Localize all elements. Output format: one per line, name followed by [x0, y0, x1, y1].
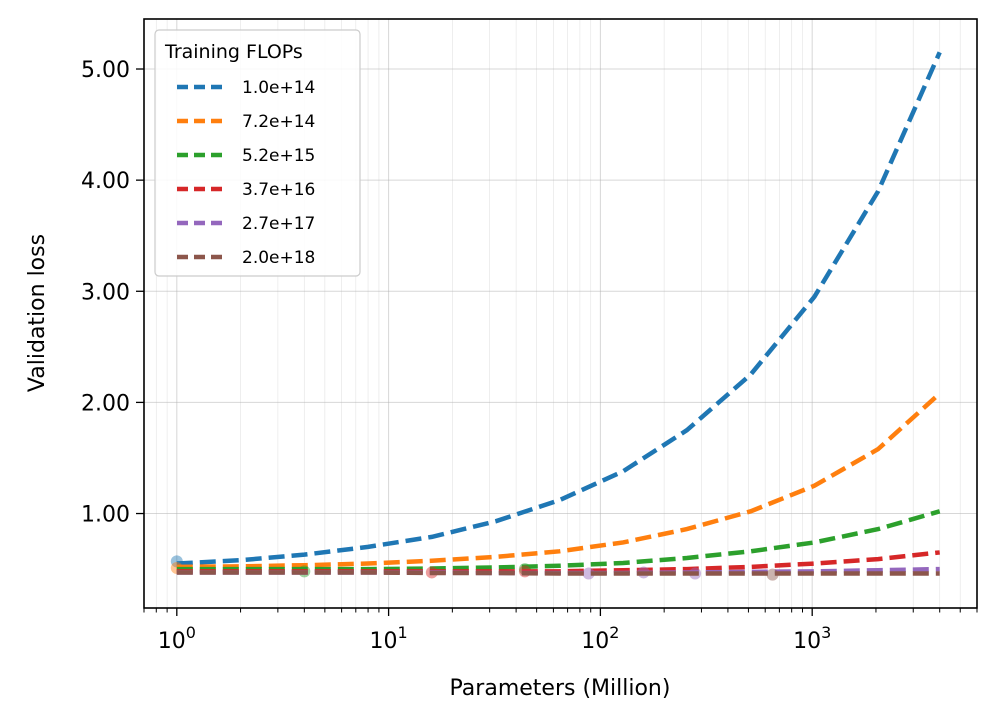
legend-box	[154, 29, 361, 277]
y-tick-label: 5.00	[81, 58, 130, 83]
legend-label: 5.2e+15	[242, 146, 315, 166]
series-1.0e+14	[170, 51, 942, 568]
x-tick-labels: 100 101 102 103	[158, 623, 832, 654]
fit-line	[176, 550, 940, 574]
x-axis-title: Parameters (Million)	[450, 676, 671, 701]
plot-frame	[143, 18, 978, 609]
y-tick-labels: 1.00 2.00 3.00 4.00 5.00	[81, 58, 130, 528]
fit-line	[176, 391, 942, 570]
legend-title: Training FLOPs	[164, 41, 303, 63]
legend-item: 3.7e+16	[177, 180, 315, 200]
legend-label: 1.0e+14	[242, 78, 315, 98]
fit-line	[176, 509, 941, 572]
series-5.2e+15	[176, 509, 941, 578]
legend-item: 7.2e+14	[177, 112, 315, 132]
y-tick-label: 2.00	[81, 391, 130, 416]
legend-label: 2.7e+17	[242, 214, 315, 234]
legend-item: 2.7e+17	[177, 214, 315, 234]
x-tick-label: 101	[370, 623, 408, 654]
legend-item: 2.0e+18	[177, 248, 315, 268]
y-axis-title: Validation loss	[25, 234, 50, 392]
legend-label: 7.2e+14	[242, 112, 315, 132]
legend-label: 3.7e+16	[242, 180, 315, 200]
plot-series	[170, 51, 942, 581]
legend: Training FLOPs 1.0e+14 7.2e+14 5.2e+15 3.7e…	[154, 29, 361, 277]
axis-ticks	[136, 68, 978, 616]
legend-item: 1.0e+14	[177, 78, 315, 98]
y-tick-label: 1.00	[81, 503, 130, 528]
legend-item: 5.2e+15	[177, 146, 315, 166]
series-7.2e+14	[170, 391, 942, 574]
series-2.0e+18	[176, 568, 940, 581]
legend-label: 2.0e+18	[242, 248, 315, 268]
x-tick-label: 100	[158, 623, 196, 654]
y-tick-label: 3.00	[81, 280, 130, 305]
fit-line	[176, 570, 940, 576]
x-tick-label: 103	[793, 623, 831, 654]
y-tick-label: 4.00	[81, 169, 130, 194]
fit-line	[176, 51, 942, 566]
x-tick-label: 102	[581, 623, 619, 654]
data-point	[582, 567, 595, 580]
